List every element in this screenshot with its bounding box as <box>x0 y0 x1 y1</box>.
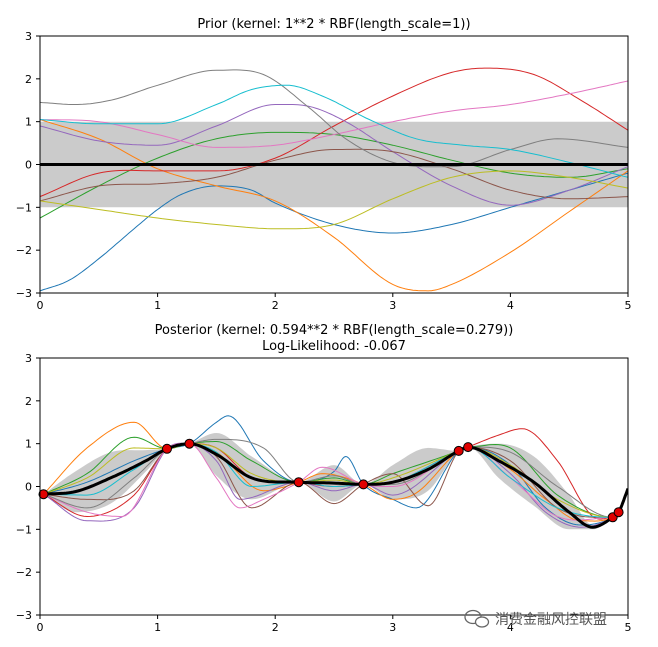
posterior-confidence-band <box>43 433 628 530</box>
post-sample-line-7 <box>43 442 619 521</box>
observation-point <box>613 507 624 518</box>
x-tick-label: 1 <box>154 621 161 634</box>
prior-sample-line-4 <box>40 67 628 198</box>
watermark-text: 消费金融风控联盟 <box>495 612 607 628</box>
observation-point <box>293 477 304 488</box>
x-tick-label: 5 <box>625 621 632 634</box>
observation-point <box>184 438 195 449</box>
y-tick-label: 1 <box>25 116 32 129</box>
wechat-icon <box>464 609 490 628</box>
y-tick-label: 0 <box>25 481 32 494</box>
prior-axes-frame <box>39 35 629 294</box>
prior-sample-line-9 <box>40 170 628 230</box>
observation-point <box>358 479 369 490</box>
x-tick-label: 3 <box>389 299 396 312</box>
x-tick-label: 2 <box>272 621 279 634</box>
posterior-axes-frame <box>39 357 629 616</box>
observation-point <box>453 445 464 456</box>
post-sample-line-8 <box>43 438 619 518</box>
y-tick-label: 2 <box>25 73 32 86</box>
prior-sample-lines <box>40 67 628 292</box>
x-tick-label: 0 <box>37 299 44 312</box>
post-band-area <box>43 433 628 530</box>
posterior-mean-line <box>43 442 628 529</box>
observation-point <box>38 489 49 500</box>
x-tick-label: 1 <box>154 299 161 312</box>
x-tick-label: 4 <box>507 621 514 634</box>
observation-point <box>463 442 474 453</box>
y-tick-label: 2 <box>25 395 32 408</box>
posterior-log-likelihood: Log-Likelihood: -0.067 <box>262 339 406 354</box>
prior-chart-title: Prior (kernel: 1**2 * RBF(length_scale=1… <box>197 17 470 32</box>
watermark: 消费金融风控联盟 <box>464 609 607 628</box>
y-tick-label: −3 <box>16 609 32 622</box>
y-tick-label: −1 <box>16 201 32 214</box>
y-tick-label: 3 <box>25 352 32 365</box>
observation-point <box>162 443 172 454</box>
posterior-axis-ticks: 0 1 2 3 4 5 3 2 1 0 −1 −2 −3 <box>16 352 632 634</box>
prior-axis-ticks: 0 1 2 3 4 5 3 2 1 0 −1 −2 −3 <box>16 30 632 312</box>
prior-sample-line-5 <box>40 104 628 206</box>
posterior-chart-title: Posterior (kernel: 0.594**2 * RBF(length… <box>155 323 514 338</box>
y-tick-label: −3 <box>16 287 32 300</box>
prior-sample-line-10 <box>40 84 628 178</box>
prior-sample-line-6 <box>40 148 628 202</box>
y-tick-label: −2 <box>16 566 32 579</box>
prior-sample-line-7 <box>40 80 628 148</box>
posterior-observations <box>38 438 624 523</box>
x-tick-label: 0 <box>37 621 44 634</box>
x-tick-label: 4 <box>507 299 514 312</box>
y-tick-label: 1 <box>25 438 32 451</box>
x-tick-label: 2 <box>272 299 279 312</box>
x-tick-label: 3 <box>389 621 396 634</box>
y-tick-label: 3 <box>25 30 32 43</box>
y-tick-label: 0 <box>25 159 32 172</box>
post-mean-curve <box>43 442 628 529</box>
post-sample-line-6 <box>43 443 619 518</box>
y-tick-label: −1 <box>16 523 32 536</box>
y-tick-label: −2 <box>16 244 32 257</box>
x-tick-label: 5 <box>625 299 632 312</box>
prior-sample-line-1 <box>40 172 628 292</box>
post-sample-line-5 <box>43 442 619 528</box>
